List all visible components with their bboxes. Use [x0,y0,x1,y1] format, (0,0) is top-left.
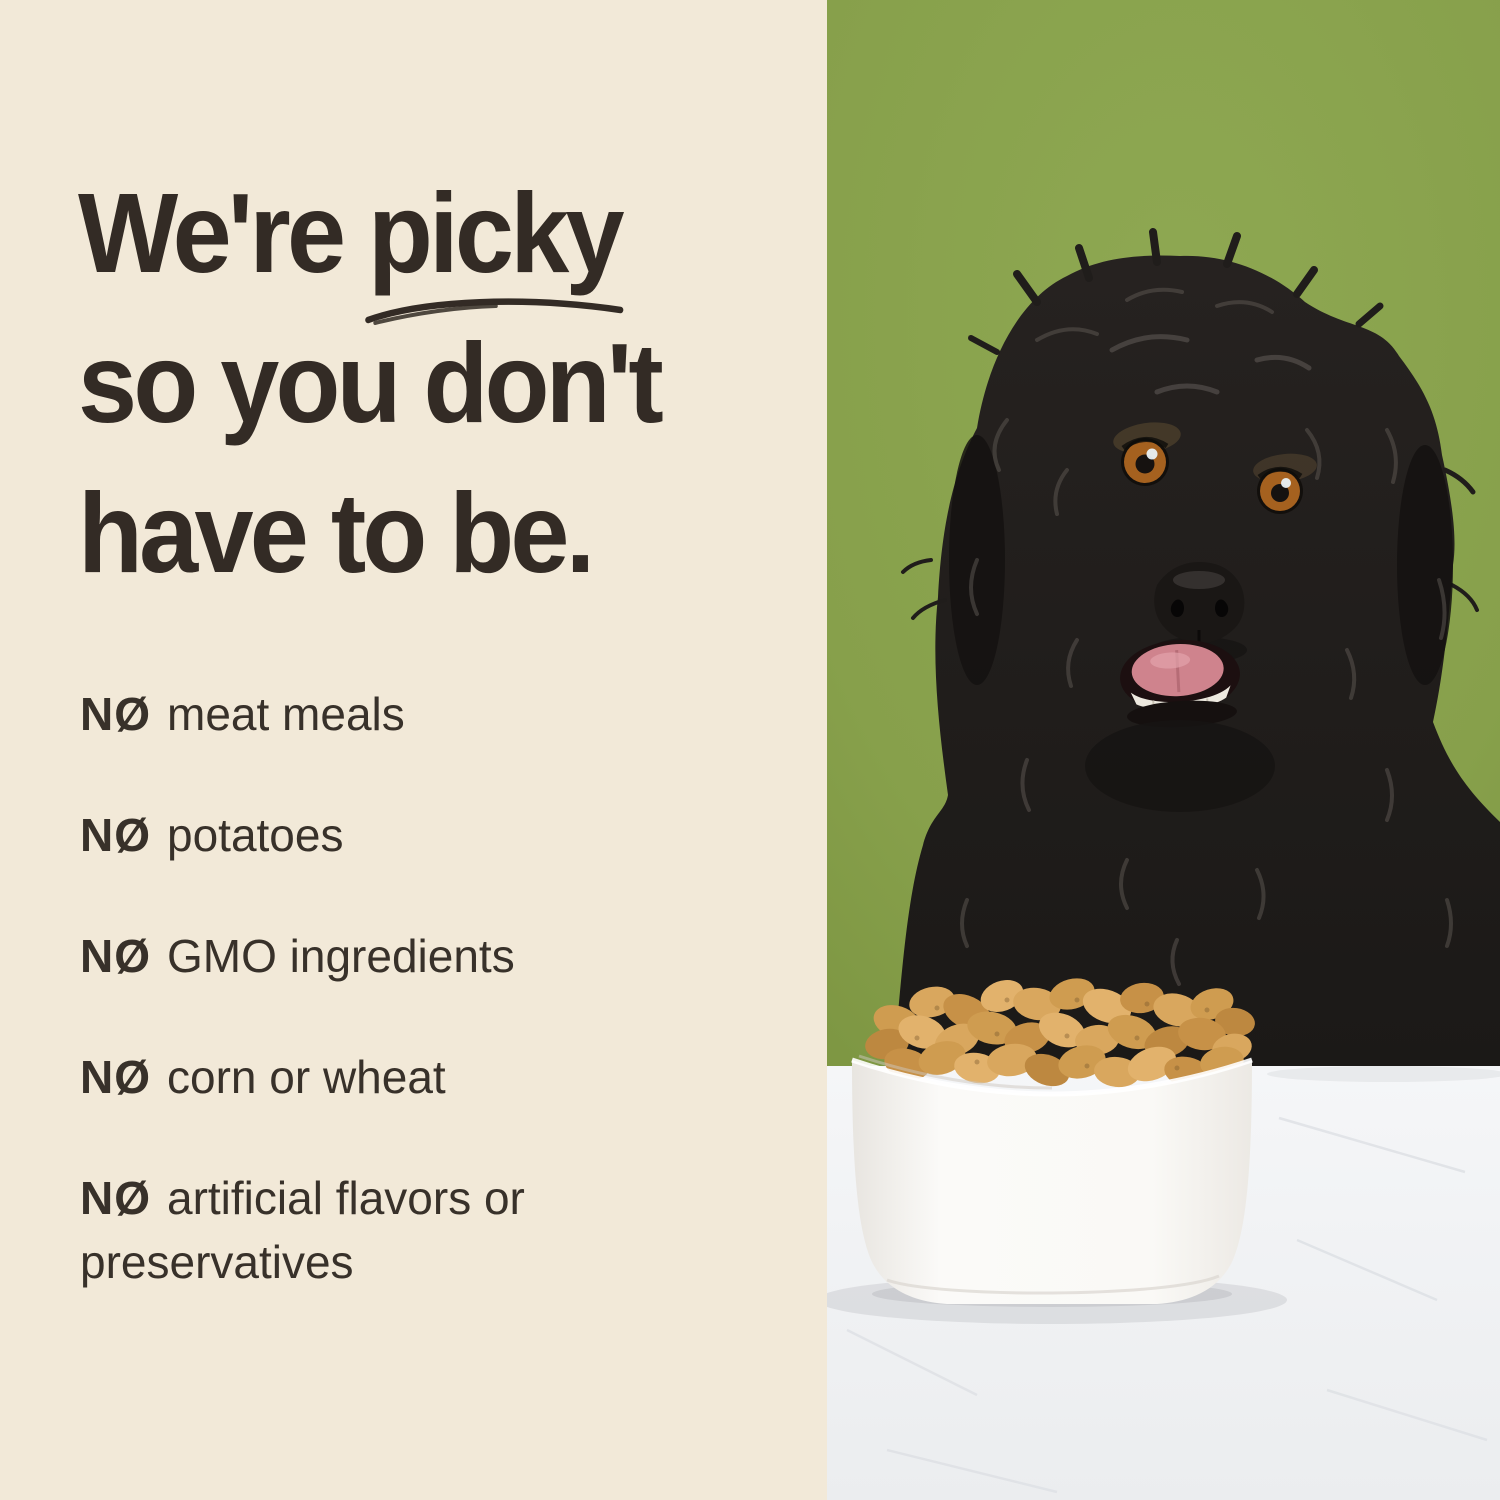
food-bowl [851,1054,1253,1304]
marble-veins [846,1116,1488,1494]
claims-list: NØ meat meals NØ potatoes NØ GMO ingredient… [80,682,705,1351]
claim-item: NØ GMO ingredients [80,924,705,988]
headline: We're picky so you don't have to be. [78,158,697,608]
fur-curls [960,287,1453,986]
kibble-speckles [914,997,1210,1071]
underline-swoosh-icon [365,298,624,325]
forehead-sheen [1109,334,1312,395]
headline-line-3: have to be. [78,470,595,596]
dog-eye-right [1257,466,1303,514]
claim-text: corn or wheat [167,1051,446,1103]
fur-fringe [901,228,1479,620]
dog-mouth [1120,639,1240,728]
claim-item: NØ meat meals [80,682,705,746]
claim-item: NØ corn or wheat [80,1045,705,1109]
no-symbol: NØ [80,1051,151,1103]
no-symbol: NØ [80,688,151,740]
dog-ear-right [1397,445,1453,685]
claim-item: NØ potatoes [80,803,705,867]
headline-picky-word: picky [365,158,625,325]
kibble-pile [865,978,1255,1088]
no-symbol: NØ [80,930,151,982]
headline-line-1: We're picky [78,158,660,325]
dog-photo [827,0,1500,1500]
no-symbol: NØ [80,809,151,861]
dog-photo-art [827,0,1500,1500]
no-symbol: NØ [80,1172,151,1224]
dog-beard [1085,720,1275,812]
bowl-rim [851,1057,1253,1097]
claim-text: artificial flavors or preservatives [80,1172,525,1288]
headline-line1-pre: We're [78,170,369,296]
text-panel: We're picky so you don't have to be. NØ m… [78,158,705,1351]
claim-text: GMO ingredients [167,930,515,982]
headline-line-2: so you don't [78,320,664,446]
dog-eye-left [1121,437,1169,486]
claim-item: NØ artificial flavors or preservatives [80,1166,705,1294]
claim-text: meat meals [167,688,405,740]
claim-text: potatoes [167,809,344,861]
dog [893,228,1500,1066]
